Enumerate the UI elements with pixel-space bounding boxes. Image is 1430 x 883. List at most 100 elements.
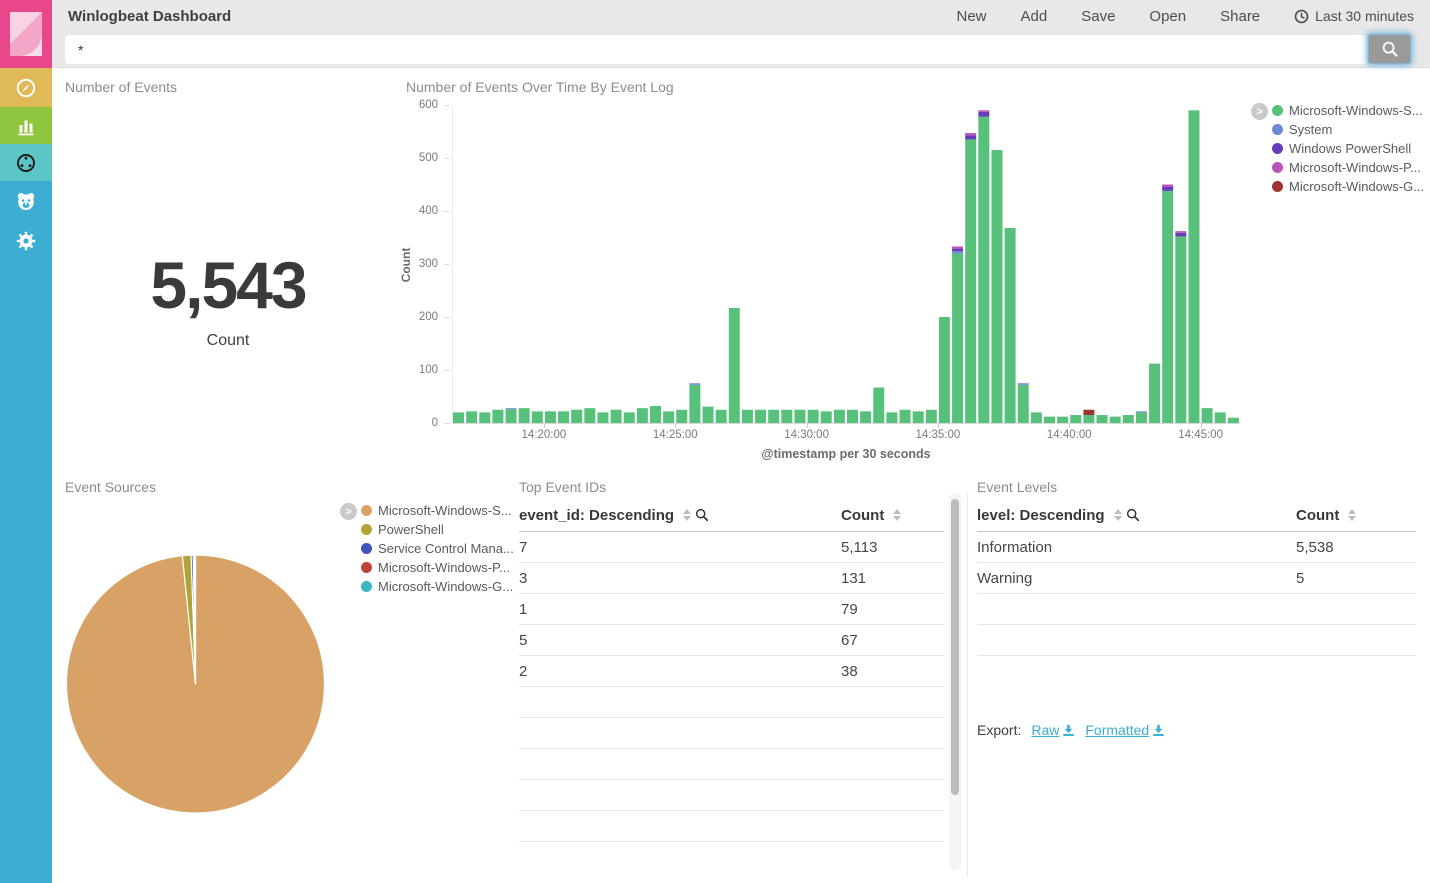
column-header-label: Count <box>841 506 885 524</box>
save-button[interactable]: Save <box>1081 7 1116 25</box>
column-header-count[interactable]: Count <box>1296 507 1416 524</box>
table-cell-key: 2 <box>519 662 528 680</box>
column-header-level[interactable]: level: Descending <box>977 507 1296 524</box>
table-row: 3 131 <box>519 563 944 594</box>
table-cell-value: 38 <box>841 662 858 680</box>
histogram-x-axis: 14:20:00 14:25:00 14:30:00 14:35:00 14:40:00… <box>452 423 1240 445</box>
sort-icon[interactable] <box>1113 509 1122 521</box>
legend-swatch <box>1272 124 1283 135</box>
scrollbar-thumb[interactable] <box>951 499 959 795</box>
x-tick-label: 14:20:00 <box>521 429 567 441</box>
export-label: Export: <box>977 722 1022 738</box>
pie-legend-toggle-chevron-icon[interactable]: > <box>340 503 357 520</box>
download-icon <box>1063 724 1075 736</box>
top-event-ids-panel-title: Top Event IDs <box>519 479 607 495</box>
legend-item[interactable]: Microsoft-Windows-P... <box>1272 158 1424 177</box>
sort-icon[interactable] <box>1348 509 1357 521</box>
sidebar-item-settings[interactable] <box>0 221 52 261</box>
metric-value: 5,543 <box>150 248 307 322</box>
table-cell-value: 5,538 <box>1296 538 1334 556</box>
histogram-panel-title: Number of Events Over Time By Event Log <box>406 79 674 95</box>
y-tick-label: 100 <box>418 363 438 376</box>
pie-slice[interactable] <box>194 554 197 685</box>
legend-item[interactable]: Microsoft-Windows-G... <box>1272 177 1424 196</box>
clock-icon <box>1294 9 1309 23</box>
table-cell-key: 1 <box>519 600 528 618</box>
new-button[interactable]: New <box>956 7 987 25</box>
search-bar <box>52 32 1430 68</box>
histogram-chart[interactable] <box>452 105 1240 424</box>
legend-label: Microsoft-Windows-G... <box>1289 179 1425 194</box>
filter-magnifier-icon[interactable] <box>1126 508 1140 522</box>
legend-toggle-chevron-icon[interactable]: > <box>1251 103 1268 120</box>
legend-label: Microsoft-Windows-P... <box>378 560 510 575</box>
export-row: Export: Raw Formatted <box>977 722 1165 738</box>
table-cell-key: 3 <box>519 569 528 587</box>
table-cell-key: 7 <box>519 538 528 556</box>
legend-item[interactable]: Service Control Mana... <box>361 539 514 558</box>
x-tick-label: 14:25:00 <box>652 429 698 441</box>
sidebar-item-discover[interactable] <box>0 68 52 107</box>
column-header-label: event_id: Descending <box>519 506 675 524</box>
event-levels-table: level: Descending Count Information 5,538… <box>977 499 1416 656</box>
sidebar-item-beats[interactable] <box>0 181 52 221</box>
filter-magnifier-icon[interactable] <box>695 508 709 522</box>
table-row: 1 79 <box>519 594 944 625</box>
search-input[interactable] <box>65 35 1367 64</box>
table-cell-value: 5 <box>1296 569 1305 587</box>
table-cell-key: Warning <box>977 569 1033 587</box>
table-row-empty <box>519 780 944 811</box>
legend-item[interactable]: System <box>1272 120 1424 139</box>
search-button[interactable] <box>1368 34 1411 64</box>
table-cell-value: 5,113 <box>841 538 878 556</box>
legend-item[interactable]: PowerShell <box>361 520 514 539</box>
x-tick-label: 14:30:00 <box>784 429 829 441</box>
sort-icon[interactable] <box>893 509 902 521</box>
table-row-empty <box>519 687 944 718</box>
legend-item[interactable]: Windows PowerShell <box>1272 139 1424 158</box>
add-button[interactable]: Add <box>1020 7 1048 25</box>
table-body: Information 5,538 Warning 5 <box>977 532 1416 656</box>
legend-item[interactable]: Microsoft-Windows-G... <box>361 577 514 596</box>
y-tick-label: 300 <box>418 257 438 270</box>
legend-label: Microsoft-Windows-G... <box>378 579 514 594</box>
table-header-row: event_id: Descending Count <box>519 499 944 532</box>
export-raw-link[interactable]: Raw <box>1031 722 1075 738</box>
table-cell-value: 67 <box>841 631 858 649</box>
legend-label: Service Control Mana... <box>378 541 514 556</box>
column-header-event-id[interactable]: event_id: Descending <box>519 507 841 524</box>
compass-icon <box>16 78 36 97</box>
kibana-logo[interactable] <box>0 0 52 68</box>
top-event-ids-table: event_id: Descending Count 7 5,113 3 131 1 79… <box>519 499 944 842</box>
open-button[interactable]: Open <box>1149 7 1187 25</box>
legend-item[interactable]: Microsoft-Windows-S... <box>1272 101 1424 120</box>
legend-label: Windows PowerShell <box>1289 141 1412 156</box>
sidebar-item-dashboard-active[interactable] <box>0 144 52 181</box>
export-formatted-link[interactable]: Formatted <box>1085 722 1165 738</box>
legend-item[interactable]: Microsoft-Windows-S... <box>361 501 514 520</box>
share-button[interactable]: Share <box>1220 7 1261 25</box>
sidebar-item-visualize[interactable] <box>0 107 52 144</box>
kibana-logo-icon <box>10 12 42 56</box>
x-tick-label: 14:40:00 <box>1046 429 1092 441</box>
table-row-empty <box>519 811 944 842</box>
legend-swatch <box>1272 105 1283 116</box>
panel-divider <box>967 493 968 877</box>
legend-label: Microsoft-Windows-S... <box>378 503 512 518</box>
column-header-count[interactable]: Count <box>841 507 944 524</box>
y-tick-label: 500 <box>418 151 438 164</box>
legend-swatch <box>361 505 372 516</box>
top-navbar: Winlogbeat Dashboard New Add Save Open S… <box>52 0 1430 32</box>
y-tick-label: 400 <box>418 204 438 217</box>
table-row-empty <box>519 749 944 780</box>
pie-chart[interactable] <box>64 553 327 815</box>
y-tick-label: 0 <box>431 416 438 429</box>
legend-label: PowerShell <box>378 522 444 537</box>
sort-icon[interactable] <box>683 509 692 521</box>
column-header-label: level: Descending <box>977 506 1105 524</box>
time-picker[interactable]: Last 30 minutes <box>1294 8 1414 24</box>
table-row: 7 5,113 <box>519 532 944 563</box>
legend-item[interactable]: Microsoft-Windows-P... <box>361 558 514 577</box>
table-cell-value: 79 <box>841 600 858 618</box>
